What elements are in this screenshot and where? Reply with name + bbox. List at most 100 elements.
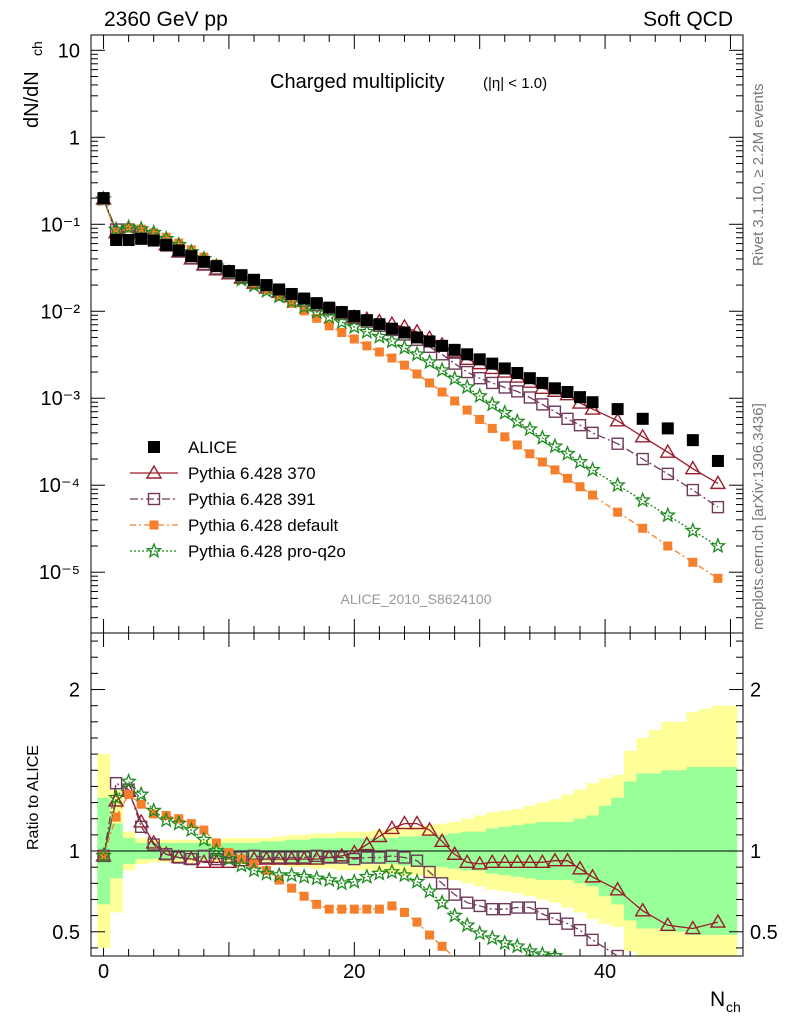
legend-marker xyxy=(145,464,163,479)
ratio-data-point xyxy=(308,850,325,865)
ratio-data-point xyxy=(398,851,411,864)
ratio-data-point xyxy=(346,844,363,859)
header-right: Soft QCD xyxy=(643,8,733,31)
data-point xyxy=(709,474,727,490)
data-point xyxy=(711,454,724,467)
ratio-data-point xyxy=(496,853,513,869)
data-point xyxy=(425,378,435,388)
ratio-data-point xyxy=(509,853,526,869)
ratio-data-point xyxy=(134,820,148,833)
ratio-data-point xyxy=(508,937,526,954)
y-tick-label: 10⁻¹ xyxy=(41,214,81,236)
data-point xyxy=(149,228,159,238)
data-point xyxy=(523,391,537,404)
ratio-data-point xyxy=(172,851,185,864)
ratio-data-point xyxy=(107,788,125,805)
data-point xyxy=(486,357,499,370)
ratio-data-point xyxy=(373,851,386,864)
data-point xyxy=(437,387,447,397)
data-point xyxy=(423,335,436,348)
ratio-data-point xyxy=(260,851,273,864)
data-point xyxy=(362,341,372,351)
ratio-data-point xyxy=(333,874,351,891)
data-point xyxy=(561,412,574,426)
data-point xyxy=(498,362,511,375)
data-point xyxy=(525,449,535,459)
data-point xyxy=(312,313,322,323)
ratio-data-point xyxy=(421,882,438,899)
data-point xyxy=(487,423,497,433)
ratio-data-point xyxy=(274,875,284,885)
data-point xyxy=(471,387,489,404)
data-point xyxy=(448,343,461,356)
ratio-data-point xyxy=(561,917,574,930)
data-point xyxy=(462,405,472,415)
data-point xyxy=(408,345,426,362)
data-point xyxy=(688,557,698,567)
data-point xyxy=(333,313,351,330)
data-point xyxy=(260,279,273,292)
data-point xyxy=(609,476,626,493)
ratio-y-tick-label-right: 0.5 xyxy=(750,922,778,944)
ratio-data-point xyxy=(448,888,461,901)
ratio-data-point xyxy=(511,901,524,914)
ratio-y-tick-label-right: 2 xyxy=(750,680,761,702)
data-point xyxy=(611,437,624,450)
y-tick-label: 10⁻³ xyxy=(41,388,81,410)
data-point xyxy=(498,381,511,394)
ratio-data-point xyxy=(433,832,451,848)
ratio-data-point xyxy=(147,838,160,851)
data-point xyxy=(337,327,347,337)
ratio-data-point xyxy=(208,853,225,869)
side-text-top-wrap: Rivet 3.1.10, ≥ 2.2M events xyxy=(750,84,767,267)
ratio-data-point xyxy=(335,851,348,864)
ratio-data-point xyxy=(283,866,300,883)
ratio-data-point xyxy=(498,902,511,916)
ratio-data-point xyxy=(157,811,175,828)
data-point xyxy=(461,348,474,361)
y-axis-label-sub: ch xyxy=(29,41,45,56)
data-point xyxy=(661,467,674,481)
data-point xyxy=(160,238,173,251)
y-tick-label: 10⁻⁵ xyxy=(39,562,80,584)
data-point xyxy=(295,298,313,315)
ratio-data-point xyxy=(297,851,311,864)
data-point xyxy=(298,292,311,305)
ratio-y-label-wrap: Ratio to ALICE xyxy=(25,745,42,850)
ratio-data-point xyxy=(374,904,384,914)
ratio-y-tick-label-left: 1 xyxy=(69,841,80,863)
data-point xyxy=(663,541,673,551)
data-point xyxy=(713,573,723,583)
data-point xyxy=(686,434,699,447)
ratio-data-point xyxy=(534,945,551,956)
data-point xyxy=(575,482,585,492)
ratio-data-point xyxy=(120,772,137,789)
data-point xyxy=(611,403,624,416)
ratio-data-point xyxy=(132,785,150,802)
data-point xyxy=(385,322,398,335)
data-point xyxy=(634,428,651,443)
ratio-panel-frame xyxy=(90,632,744,957)
data-point xyxy=(320,308,338,325)
ratio-data-point xyxy=(337,904,347,914)
x-axis-label: N xyxy=(710,988,725,1011)
main-title: Charged multiplicity xyxy=(270,71,445,93)
ratio-data-point xyxy=(458,916,476,933)
data-point xyxy=(661,422,674,435)
ratio-data-point xyxy=(584,868,601,883)
data-point xyxy=(586,426,599,440)
data-point xyxy=(273,283,286,296)
ratio-data-point xyxy=(412,917,422,927)
ratio-data-point xyxy=(109,776,123,790)
ratio-data-point xyxy=(145,801,163,818)
ratio-data-point xyxy=(523,901,537,914)
ratio-y-tick-label-right: 1 xyxy=(750,841,761,863)
data-point xyxy=(571,453,589,470)
ratio-data-point xyxy=(425,930,435,940)
data-point xyxy=(310,297,323,310)
side-text-top: Rivet 3.1.10, ≥ 2.2M events xyxy=(750,84,767,267)
legend-marker xyxy=(147,492,161,506)
data-point xyxy=(537,457,547,467)
ratio-data-point xyxy=(358,868,376,884)
ratio-data-point xyxy=(385,849,399,863)
